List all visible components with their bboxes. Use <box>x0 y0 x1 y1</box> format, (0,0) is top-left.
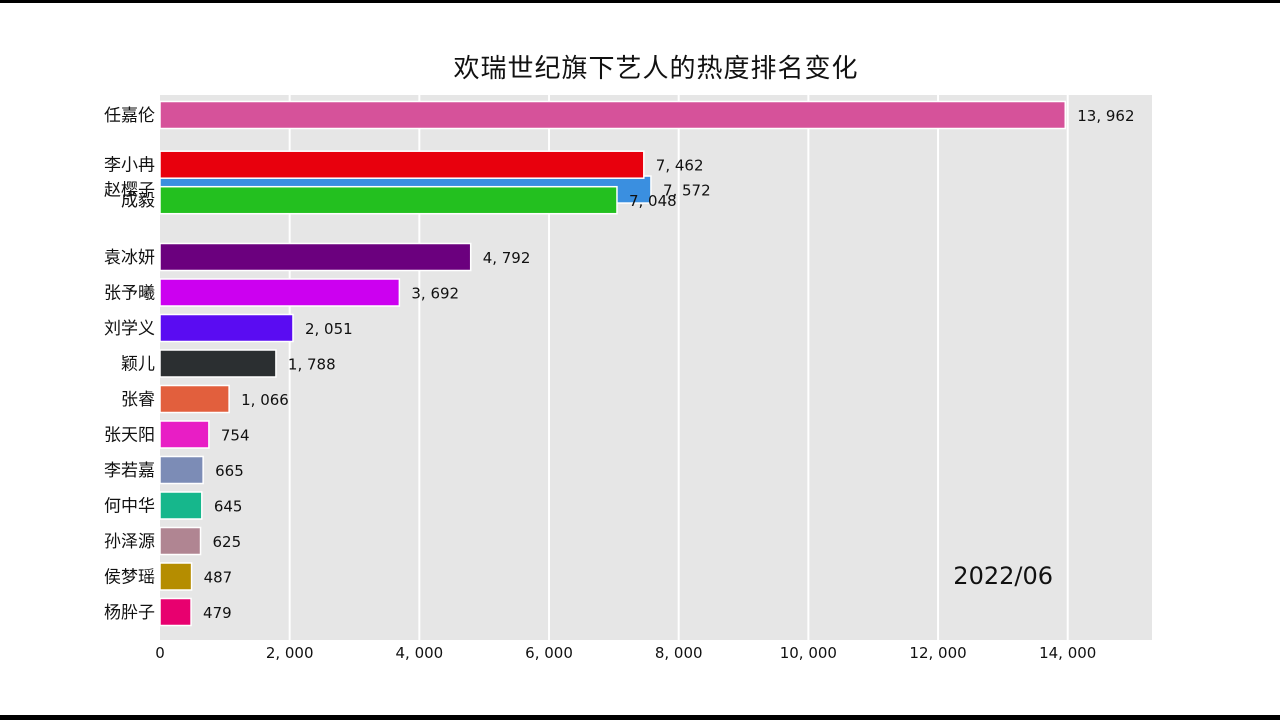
bar-value-label: 2, 051 <box>305 320 353 338</box>
bar-value-label: 1, 788 <box>288 356 336 374</box>
bar-category-label: 侯梦瑶 <box>104 568 155 588</box>
bar <box>159 313 294 343</box>
x-tick-label: 10, 000 <box>780 644 837 662</box>
bar-category-label: 成毅 <box>121 191 155 211</box>
bar-value-label: 3, 692 <box>411 285 459 303</box>
bar-value-label: 13, 962 <box>1077 107 1134 125</box>
bar-category-label: 杨肸子 <box>104 603 155 623</box>
x-tick-label: 12, 000 <box>909 644 966 662</box>
bar-value-label: 4, 792 <box>483 249 531 267</box>
bar <box>159 100 1066 130</box>
bar-value-label: 7, 048 <box>629 192 677 210</box>
bar <box>159 491 203 520</box>
x-tick-label: 6, 000 <box>525 644 573 662</box>
x-axis-ticks: 0 2, 000 4, 000 6, 000 8, 000 10, 000 12, 000 1… <box>155 644 1096 662</box>
chart-title: 欢瑞世纪旗下艺人的热度排名变化 <box>453 54 859 84</box>
bar-value-label: 754 <box>221 427 250 445</box>
bar-value-label: 7, 462 <box>656 157 704 175</box>
bar <box>159 150 645 179</box>
frame-bottom-border <box>0 715 1280 720</box>
bar <box>159 455 204 485</box>
bar-value-label: 625 <box>213 533 242 551</box>
bar-category-label: 张予曦 <box>104 284 155 304</box>
frame-top-border <box>0 0 1280 3</box>
bar-value-label: 645 <box>214 498 243 516</box>
bar-category-label: 李小冉 <box>104 156 155 176</box>
bar <box>159 384 230 414</box>
bar-category-label: 何中华 <box>104 497 155 517</box>
bars-group: 任嘉伦 13, 962 赵樱子 7, 572 李小冉 7, 462 成毅 7, 048 袁冰妍 4… <box>104 100 1135 627</box>
bar-category-label: 任嘉伦 <box>104 106 155 126</box>
period-label: 2022/06 <box>953 562 1053 590</box>
bar <box>159 526 202 556</box>
x-tick-label: 8, 000 <box>655 644 703 662</box>
bar <box>159 420 210 449</box>
bar <box>159 278 401 307</box>
bar-value-label: 487 <box>204 569 233 587</box>
x-tick-label: 0 <box>155 644 165 662</box>
bar <box>159 597 192 627</box>
x-tick-label: 14, 000 <box>1039 644 1096 662</box>
bar-category-label: 张睿 <box>121 390 155 410</box>
bar-value-label: 1, 066 <box>241 391 289 409</box>
bar <box>159 242 472 272</box>
bar-category-label: 颖儿 <box>121 355 155 375</box>
bar-category-label: 张天阳 <box>104 426 155 446</box>
bar-value-label: 665 <box>215 462 244 480</box>
bar-category-label: 赵樱子 <box>104 181 155 201</box>
bar <box>159 185 618 215</box>
bar <box>159 562 193 591</box>
x-tick-label: 4, 000 <box>395 644 443 662</box>
bar-value-label: 479 <box>203 604 232 622</box>
bar <box>159 349 277 378</box>
bar-value-label: 7, 572 <box>663 182 711 200</box>
bar-category-label: 孙泽源 <box>104 532 155 552</box>
bar-category-label: 刘学义 <box>104 319 155 339</box>
bar-category-label: 袁冰妍 <box>104 248 155 268</box>
x-tick-label: 2, 000 <box>266 644 314 662</box>
bar-category-label: 李若嘉 <box>104 461 155 481</box>
